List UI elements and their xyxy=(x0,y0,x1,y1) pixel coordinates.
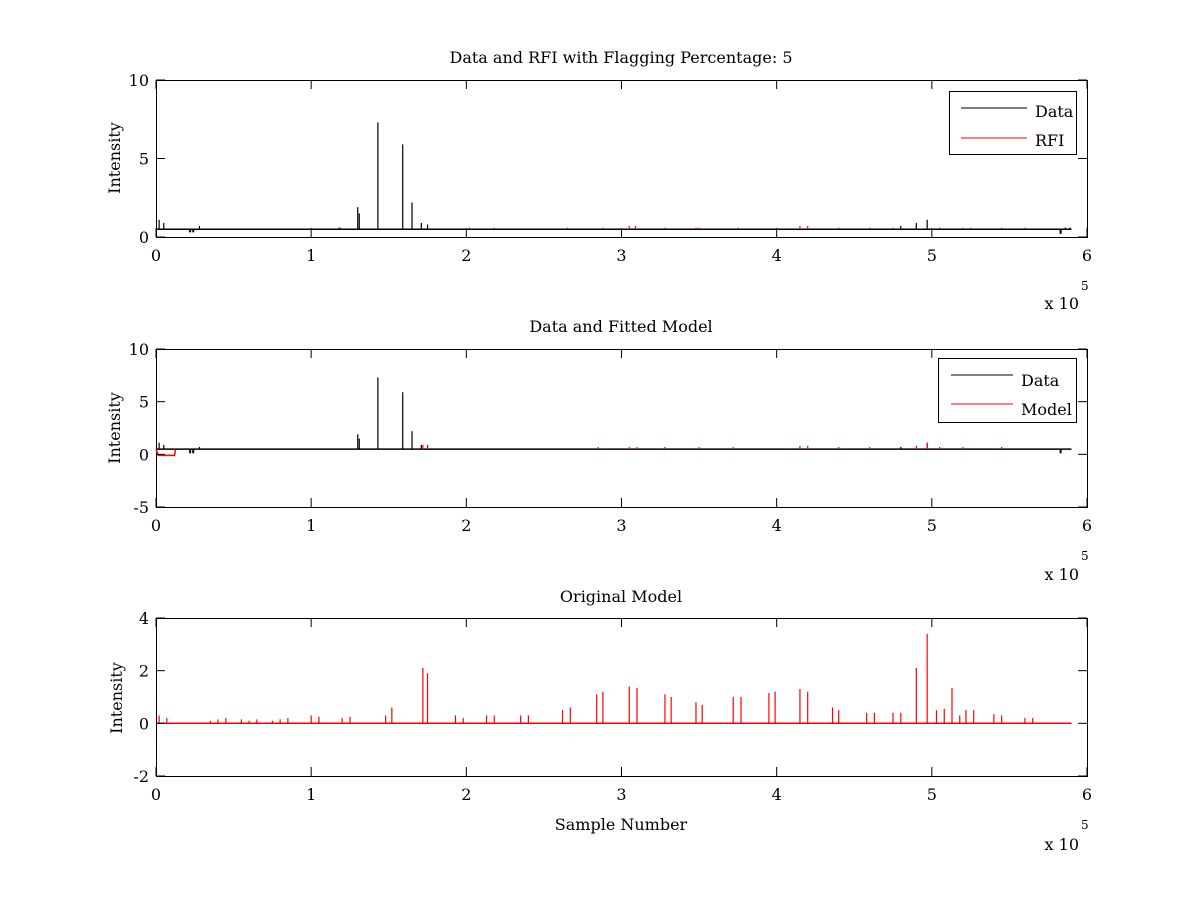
ticks-1: 0 1 2 3 4 5 6 0 5 10 xyxy=(129,71,1092,265)
x-tick-label-3-5: 5 xyxy=(927,785,937,804)
x-tick-label-3-2: 2 xyxy=(461,785,471,804)
x-tick-label-2-0: 0 xyxy=(151,516,161,535)
plot-area-3 xyxy=(156,618,1088,777)
y-tick-label-3-2: 2 xyxy=(139,662,149,681)
x-tick-label-1-0: 0 xyxy=(151,246,161,265)
x-tick-label-3-0: 0 xyxy=(151,785,161,804)
series-baseline-2-1 xyxy=(155,448,177,457)
x-tick-label-2-4: 4 xyxy=(772,516,782,535)
x-tick-label-1-6: 6 xyxy=(1082,246,1092,265)
y-axis-label-1: Intensity xyxy=(105,122,124,194)
x-exponent-base-1: x 10 xyxy=(1045,294,1079,313)
x-exponent-power-1: 5 xyxy=(1081,279,1089,293)
y-tick-label-2-2: 5 xyxy=(139,393,149,412)
x-tick-label-1-4: 4 xyxy=(772,246,782,265)
x-exponent-1: x 10 5 xyxy=(1045,279,1089,313)
panel-2: Data and Fitted Model Intensity 0 1 2 3 4 5 6 -… xyxy=(105,317,1092,584)
x-tick-label-3-6: 6 xyxy=(1082,785,1092,804)
legend-label-data-2: Data xyxy=(1021,371,1060,390)
x-exponent-3: x 10 5 xyxy=(1045,818,1089,854)
x-exponent-2: x 10 5 xyxy=(1045,549,1089,584)
y-axis-label-3: Intensity xyxy=(107,662,126,734)
x-exponent-power-2: 5 xyxy=(1081,549,1089,563)
chart-title-2: Data and Fitted Model xyxy=(529,317,712,336)
x-tick-label-1-3: 3 xyxy=(616,246,626,265)
x-tick-label-2-6: 6 xyxy=(1082,516,1092,535)
y-axis-label-2: Intensity xyxy=(105,392,124,464)
x-exponent-power-3: 5 xyxy=(1081,818,1089,832)
x-tick-label-2-1: 1 xyxy=(306,516,316,535)
y-tick-label-1-2: 10 xyxy=(129,71,149,90)
series-layer-1 xyxy=(156,122,1072,234)
y-tick-label-2-3: 10 xyxy=(129,340,149,359)
legend-box-1 xyxy=(949,91,1077,155)
chart-title-1: Data and RFI with Flagging Percentage: 5 xyxy=(449,48,792,67)
x-tick-label-1-5: 5 xyxy=(927,246,937,265)
x-axis-label-3: Sample Number xyxy=(555,815,688,834)
y-tick-label-2-1: 0 xyxy=(139,445,149,464)
x-tick-label-3-4: 4 xyxy=(772,785,782,804)
x-tick-label-1-2: 2 xyxy=(461,246,471,265)
panel-3: Original Model Intensity Sample Number 0… xyxy=(107,587,1092,854)
y-tick-label-3-0: -2 xyxy=(133,767,149,786)
y-tick-label-3-1: 0 xyxy=(139,714,149,733)
plot-area-2 xyxy=(156,349,1088,508)
legend-2: Data Model xyxy=(938,358,1077,423)
panel-1: Data and RFI with Flagging Percentage: 5… xyxy=(105,48,1092,313)
legend-label-data-1: Data xyxy=(1035,102,1074,121)
series-layer-3 xyxy=(156,633,1072,725)
x-tick-label-3-1: 1 xyxy=(306,785,316,804)
series-layer-2 xyxy=(155,377,1072,457)
y-tick-label-3-3: 4 xyxy=(139,609,149,628)
x-tick-label-2-5: 5 xyxy=(927,516,937,535)
legend-label-rfi-1: RFI xyxy=(1035,131,1064,150)
y-tick-label-1-0: 0 xyxy=(139,228,149,247)
x-tick-label-2-3: 3 xyxy=(616,516,626,535)
x-exponent-base-2: x 10 xyxy=(1045,565,1079,584)
legend-label-model-2: Model xyxy=(1021,400,1072,419)
legend-1: Data RFI xyxy=(949,91,1077,155)
y-tick-label-2-0: -5 xyxy=(133,498,149,517)
x-tick-label-3-3: 3 xyxy=(616,785,626,804)
x-tick-label-2-2: 2 xyxy=(461,516,471,535)
legend-box-2 xyxy=(938,358,1077,423)
chart-title-3: Original Model xyxy=(560,587,682,606)
x-tick-label-1-1: 1 xyxy=(306,246,316,265)
plot-area-1 xyxy=(156,80,1088,238)
x-exponent-base-3: x 10 xyxy=(1045,835,1079,854)
y-tick-label-1-1: 5 xyxy=(139,150,149,169)
